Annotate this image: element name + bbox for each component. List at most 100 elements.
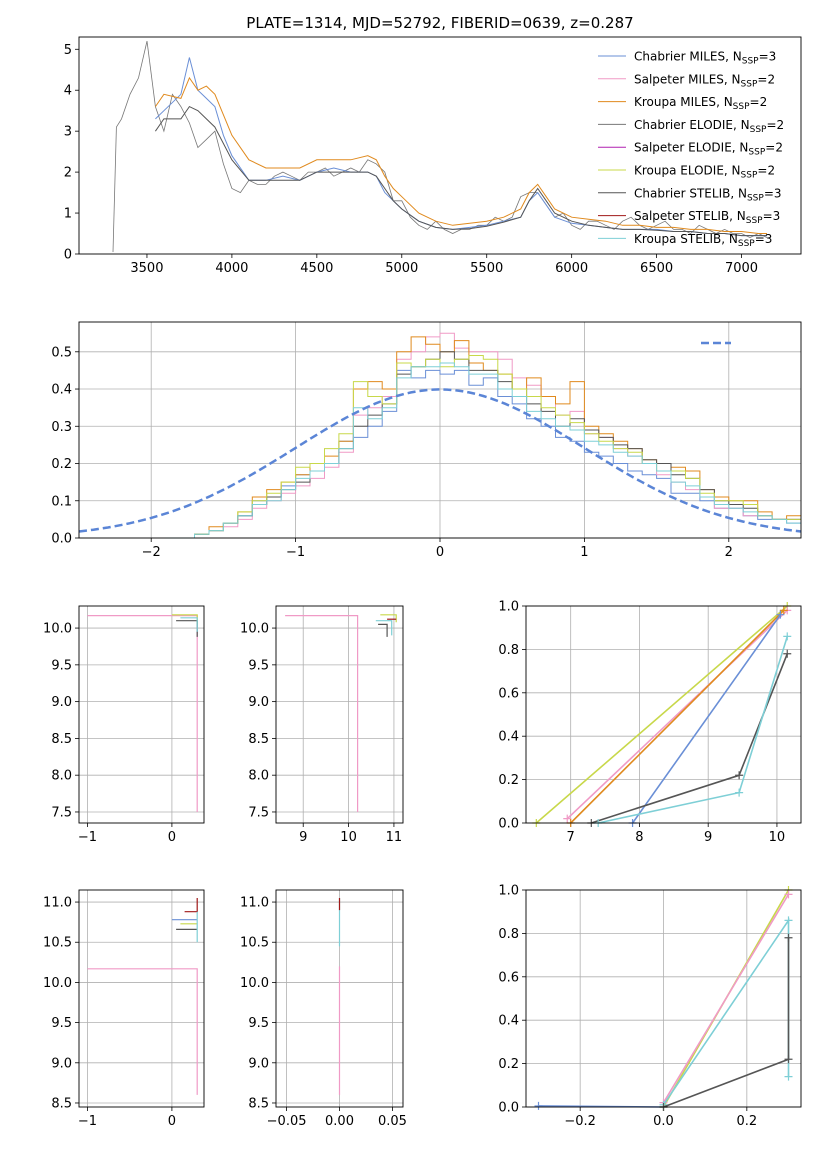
x-tick-label: −0.2 bbox=[564, 1114, 596, 1129]
y-tick-label: 8.0 bbox=[51, 769, 72, 784]
normal-curve-line bbox=[78, 388, 802, 533]
y-tick-label: 8.5 bbox=[248, 732, 269, 747]
y-tick-label: 9.0 bbox=[248, 695, 269, 710]
axes-frame bbox=[78, 36, 802, 255]
legend-model-name: Salpeter MILES bbox=[634, 72, 724, 86]
y-tick-label: 0.2 bbox=[498, 773, 519, 788]
parameter-step-line bbox=[378, 623, 388, 637]
y-tick-label: 1.0 bbox=[498, 600, 519, 615]
legend-nssp-prefix: , N bbox=[733, 118, 750, 132]
y-tick-label: 8.5 bbox=[248, 1096, 269, 1111]
y-tick-label: 8.5 bbox=[51, 732, 72, 747]
legend-nssp-value: 2 bbox=[767, 164, 775, 178]
x-tick-label: 0.05 bbox=[378, 1114, 407, 1129]
legend-nssp-prefix: , N bbox=[729, 209, 746, 223]
x-tick-label: −1 bbox=[78, 1114, 97, 1129]
x-tick-label: 0 bbox=[436, 545, 444, 560]
legend-model-name: Chabrier MILES bbox=[634, 50, 725, 64]
panel-residual_hist: −2 −1 0 1 2 0.0 0.1 0.2 0.3 0.4 0.5 bbox=[51, 321, 802, 560]
axes-frame bbox=[275, 889, 404, 1108]
mass-weight-point-marker bbox=[563, 814, 572, 823]
mass-weight-point-marker bbox=[776, 610, 785, 619]
mass-weight-point-marker bbox=[783, 632, 792, 641]
mass-weight-series-line bbox=[662, 917, 790, 1106]
mass-weight-series-line bbox=[566, 609, 788, 820]
panel-age_vs_mass: 9 10 11 7.5 8.0 8.5 9.0 9.5 10.0 bbox=[240, 605, 404, 845]
y-tick-label: 9.0 bbox=[51, 695, 72, 710]
y-tick-label: 1.0 bbox=[498, 884, 519, 899]
y-tick-label: 0.0 bbox=[51, 532, 72, 547]
x-tick-label: 5500 bbox=[470, 261, 503, 276]
x-tick-label: 4500 bbox=[300, 261, 333, 276]
legend-nssp-value-prefix: = bbox=[755, 232, 765, 246]
panel-age_vs_Z: −1 0 7.5 8.0 8.5 9.0 9.5 10.0 bbox=[43, 605, 205, 845]
panel-massweight_vs_Z: −0.2 0.0 0.2 0.0 0.2 0.4 0.6 0.8 1.0 bbox=[498, 884, 802, 1129]
x-tick-label: 0 bbox=[168, 830, 176, 845]
y-tick-label: 0.8 bbox=[498, 643, 519, 658]
mass-weight-point-marker bbox=[783, 649, 792, 658]
legend-label: Chabrier MILES, NSSP=3 bbox=[634, 50, 776, 67]
x-tick-label: 0.00 bbox=[325, 1114, 354, 1129]
legend-nssp-value: 2 bbox=[777, 118, 785, 132]
legend-nssp-subscript: SSP bbox=[742, 57, 759, 67]
parameter-step-line bbox=[285, 614, 359, 812]
y-tick-label: 9.5 bbox=[248, 658, 269, 673]
mass-weight-point-marker bbox=[735, 771, 744, 780]
y-tick-label: 0.3 bbox=[51, 420, 72, 435]
axes-frame bbox=[525, 605, 802, 824]
x-tick-label: 1 bbox=[580, 545, 588, 560]
legend-nssp-subscript: SSP bbox=[738, 239, 755, 249]
legend-nssp-prefix: , N bbox=[730, 186, 747, 200]
axes-frame bbox=[275, 605, 404, 824]
legend-nssp-value-prefix: = bbox=[765, 141, 775, 155]
x-tick-label: 3500 bbox=[130, 261, 163, 276]
histogram-series-line bbox=[165, 362, 801, 539]
mass-weight-point-marker bbox=[735, 788, 744, 797]
legend-nssp-value: 3 bbox=[769, 50, 777, 64]
x-tick-label: 0.0 bbox=[653, 1114, 674, 1129]
x-tick-label: 7 bbox=[567, 830, 575, 845]
panel-mass_vs_Z: −1 0 8.5 9.0 9.5 10.0 10.5 11.0 bbox=[43, 889, 205, 1129]
x-tick-label: 8 bbox=[635, 830, 643, 845]
y-tick-label: 11.0 bbox=[240, 896, 269, 911]
x-tick-label: 2 bbox=[725, 545, 733, 560]
legend-nssp-subscript: SSP bbox=[750, 125, 767, 135]
legend-label: Kroupa ELODIE, NSSP=2 bbox=[634, 164, 775, 181]
y-tick-label: 1 bbox=[64, 207, 72, 222]
legend-nssp-prefix: , N bbox=[724, 164, 741, 178]
x-tick-label: −1 bbox=[286, 545, 305, 560]
parameter-step-line bbox=[375, 620, 393, 636]
legend-label: Kroupa STELIB, NSSP=3 bbox=[634, 232, 772, 249]
mass-weight-point-marker bbox=[534, 1101, 543, 1110]
y-tick-label: 11.0 bbox=[43, 896, 72, 911]
y-tick-label: 3 bbox=[64, 125, 72, 140]
mass-weight-point-marker bbox=[784, 933, 793, 942]
x-tick-label: 10 bbox=[340, 830, 357, 845]
mass-weight-point-marker bbox=[784, 890, 793, 899]
mass-weight-series-line bbox=[535, 605, 788, 824]
legend-nssp-value: 2 bbox=[767, 72, 775, 86]
y-tick-label: 10.0 bbox=[43, 622, 72, 637]
legend-model-name: Kroupa STELIB bbox=[634, 232, 721, 246]
y-tick-label: 7.5 bbox=[51, 805, 72, 820]
panel-spectrum: 3500 4000 4500 5000 5500 6000 6500 7000 0 1 2 3 4 5 Ch… bbox=[64, 36, 802, 276]
y-tick-label: 4 bbox=[64, 84, 72, 99]
y-tick-label: 10.5 bbox=[43, 936, 72, 951]
y-tick-label: 9.0 bbox=[248, 1056, 269, 1071]
axes-frame bbox=[78, 605, 205, 824]
y-tick-label: 0.0 bbox=[498, 1101, 519, 1116]
legend-nssp-value: 3 bbox=[773, 209, 781, 223]
model-spectrum-line bbox=[154, 105, 767, 237]
legend-model-name: Salpeter STELIB bbox=[634, 209, 729, 223]
x-tick-label: −0.05 bbox=[267, 1114, 307, 1129]
legend-nssp-prefix: , N bbox=[732, 141, 749, 155]
legend-label: Chabrier ELODIE, NSSP=2 bbox=[634, 118, 784, 135]
mass-weight-series-line bbox=[663, 937, 790, 1108]
mass-weight-series-line bbox=[591, 653, 789, 824]
legend-nssp-value: 3 bbox=[774, 186, 782, 200]
mass-weight-series-line bbox=[662, 893, 790, 1104]
y-tick-label: 9.5 bbox=[51, 658, 72, 673]
y-tick-label: 0.5 bbox=[51, 345, 72, 360]
legend-nssp-value-prefix: = bbox=[757, 164, 767, 178]
